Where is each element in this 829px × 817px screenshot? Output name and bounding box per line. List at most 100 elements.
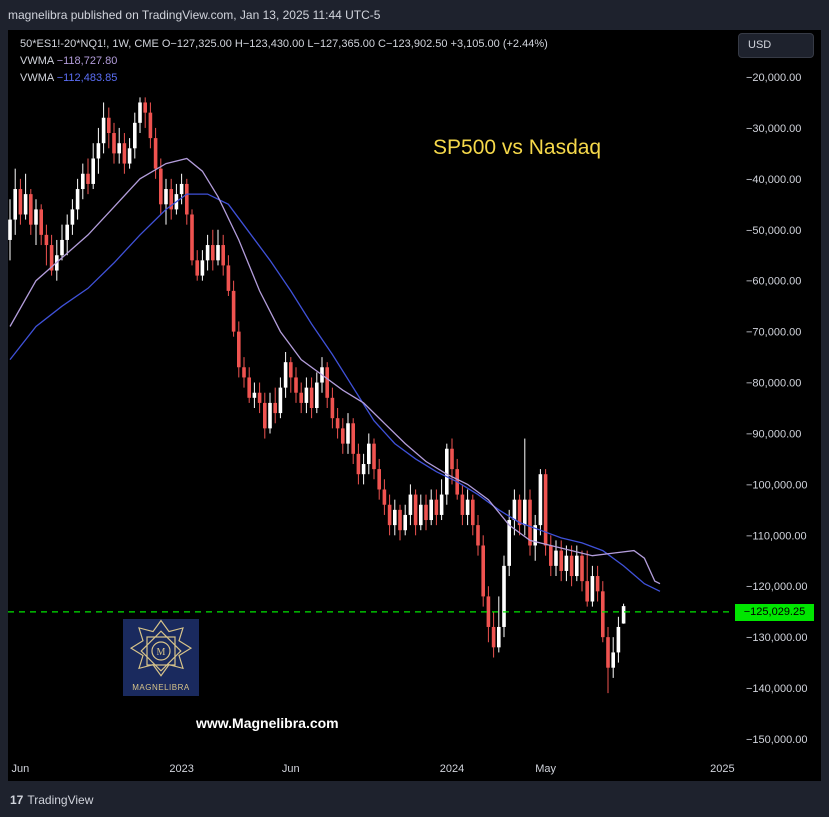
- candle-body: [34, 209, 38, 225]
- candle-65: [346, 413, 350, 454]
- candle-body: [413, 494, 418, 526]
- candle-118: [621, 603, 626, 624]
- candle-body: [486, 596, 491, 627]
- candle-body: [133, 122, 137, 149]
- candle-2: [18, 178, 23, 225]
- candle-80: [424, 494, 428, 531]
- candle-3: [23, 173, 28, 220]
- candle-23: [127, 138, 132, 169]
- candle-54: [289, 357, 293, 393]
- magnelibra-logo: M MAGNELIBRA: [123, 619, 199, 696]
- candle-70: [372, 438, 376, 480]
- candle-103: [543, 469, 548, 556]
- candle-95: [502, 555, 506, 638]
- y-tick-label: −130,000.00: [746, 632, 807, 644]
- candle-body: [205, 245, 210, 261]
- candle-body: [507, 520, 511, 566]
- candle-59: [315, 372, 319, 414]
- x-tick-label: 2025: [710, 763, 734, 775]
- candle-body: [127, 148, 132, 164]
- y-tick-label: −110,000.00: [746, 530, 807, 542]
- candle-94: [497, 596, 501, 653]
- candle-body: [346, 423, 350, 444]
- candle-body: [112, 133, 116, 154]
- candle-body: [424, 504, 428, 521]
- candle-99: [523, 438, 527, 536]
- candle-body: [60, 239, 64, 256]
- vwma-layer: [9, 157, 661, 592]
- candle-111: [585, 550, 589, 607]
- candle-12: [70, 199, 75, 235]
- candle-101: [533, 514, 537, 561]
- candle-44: [237, 321, 241, 378]
- candle-body: [497, 626, 501, 648]
- candle-body: [387, 504, 392, 526]
- candle-body: [580, 555, 584, 582]
- candle-body: [429, 499, 433, 521]
- candle-87: [460, 484, 465, 526]
- candle-15: [86, 158, 90, 195]
- candle-body: [179, 183, 184, 195]
- candle-body: [419, 504, 423, 526]
- candle-body: [29, 194, 33, 225]
- candle-14: [81, 163, 85, 200]
- candle-77: [408, 484, 413, 526]
- chart-svg[interactable]: −20,000.00 −30,000.00 −40,000.00 −50,000.00…: [8, 30, 821, 781]
- candle-48: [257, 382, 262, 414]
- candle-body: [148, 112, 153, 139]
- candle-body: [18, 189, 23, 215]
- candle-42: [226, 255, 231, 296]
- candle-62: [330, 387, 335, 429]
- vwma-slow-line[interactable]: [9, 193, 661, 592]
- y-tick-label: −150,000.00: [746, 734, 807, 746]
- candle-71: [377, 458, 381, 500]
- y-tick-label: −40,000.00: [746, 174, 801, 186]
- candle-body: [117, 143, 121, 154]
- vwma1-label: VWMA: [20, 55, 54, 67]
- currency-button[interactable]: USD: [738, 33, 814, 58]
- vwma2-value: −112,483.85: [56, 72, 118, 84]
- candle-43: [231, 280, 236, 337]
- candle-5: [34, 199, 38, 246]
- y-tick-label: −140,000.00: [746, 683, 807, 695]
- vwma-fast-line[interactable]: [9, 157, 661, 585]
- candle-58: [309, 377, 314, 419]
- y-tick-label: −70,000.00: [746, 327, 801, 339]
- candle-body: [543, 474, 548, 546]
- candle-body: [252, 392, 257, 398]
- candle-30: [164, 178, 168, 225]
- vwma1-row[interactable]: VWMA −118,727.80: [20, 53, 548, 70]
- y-tick-label: −20,000.00: [746, 72, 801, 84]
- tradingview-brand: TradingView: [27, 793, 94, 807]
- candle-body: [211, 245, 215, 261]
- current-price-tag: −125,029.25: [735, 604, 814, 621]
- vwma2-row[interactable]: VWMA −112,483.85: [20, 70, 548, 87]
- y-tick-label: −50,000.00: [746, 225, 801, 237]
- candle-81: [429, 489, 433, 526]
- candle-body: [13, 189, 17, 220]
- candle-113: [595, 565, 600, 602]
- candle-body: [299, 392, 303, 403]
- candle-body: [65, 224, 69, 240]
- candle-68: [361, 453, 366, 485]
- candle-body: [195, 260, 199, 276]
- candle-body: [491, 626, 496, 648]
- candle-116: [611, 637, 615, 678]
- candle-92: [486, 586, 491, 643]
- candle-24: [133, 112, 137, 159]
- candle-97: [512, 489, 517, 536]
- candle-body: [304, 387, 309, 403]
- tradingview-logo[interactable]: 17 TradingView: [10, 793, 93, 807]
- candle-46: [247, 367, 251, 403]
- candle-body: [554, 550, 558, 566]
- chart-title-annotation: SP500 vs Nasdaq: [433, 136, 602, 159]
- candle-body: [601, 591, 605, 638]
- candle-body: [372, 443, 376, 470]
- y-tick-label: −60,000.00: [746, 276, 801, 288]
- y-tick-label: −80,000.00: [746, 378, 801, 390]
- candle-90: [476, 514, 480, 556]
- candle-body: [382, 489, 387, 505]
- vwma1-value: −118,727.80: [56, 55, 118, 67]
- candle-body: [159, 168, 163, 205]
- chart-pane[interactable]: −20,000.00 −30,000.00 −40,000.00 −50,000.00…: [8, 30, 821, 781]
